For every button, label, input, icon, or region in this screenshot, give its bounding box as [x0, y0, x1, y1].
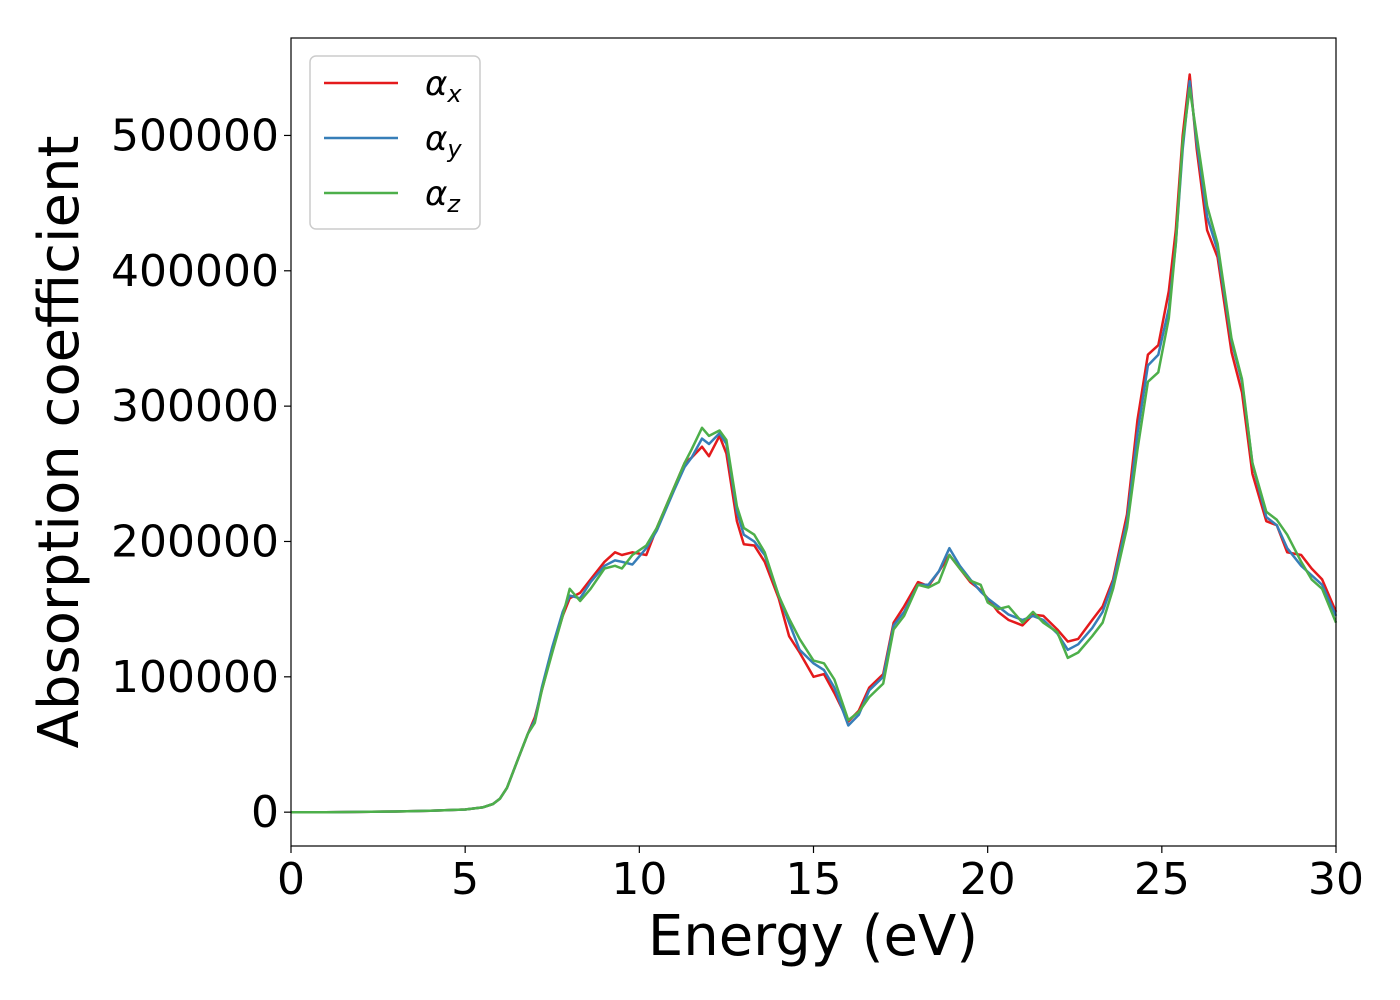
y-axis: 0 100000 200000 300000 400000 500000 — [111, 110, 291, 838]
x-tick-label: 30 — [1308, 854, 1364, 905]
x-tick-label: 15 — [786, 854, 842, 905]
legend-box — [309, 55, 481, 230]
y-tick-label: 300000 — [111, 381, 279, 432]
y-tick-label: 400000 — [111, 246, 279, 297]
y-axis-title: Absorption coefficient — [27, 136, 92, 749]
y-tick-label: 500000 — [111, 110, 279, 161]
legend-label-3: αz — [425, 174, 461, 218]
plot-lines — [291, 73, 1338, 814]
x-axis-title: Energy (eV) — [648, 904, 978, 969]
x-axis: 0 5 10 15 20 25 30 — [277, 846, 1364, 905]
series-line-3 — [291, 86, 1338, 814]
x-tick-label: 20 — [960, 854, 1016, 905]
x-tick-label: 10 — [611, 854, 667, 905]
legend: αx αy αz — [309, 55, 481, 230]
x-tick-label: 0 — [277, 854, 305, 905]
y-tick-label: 200000 — [111, 516, 279, 567]
x-tick-label: 25 — [1134, 854, 1190, 905]
y-tick-label: 0 — [251, 787, 279, 838]
x-tick-label: 5 — [451, 854, 479, 905]
legend-label-1: αx — [425, 64, 462, 108]
y-tick-label: 100000 — [111, 652, 279, 703]
legend-label-2: αy — [425, 119, 462, 163]
